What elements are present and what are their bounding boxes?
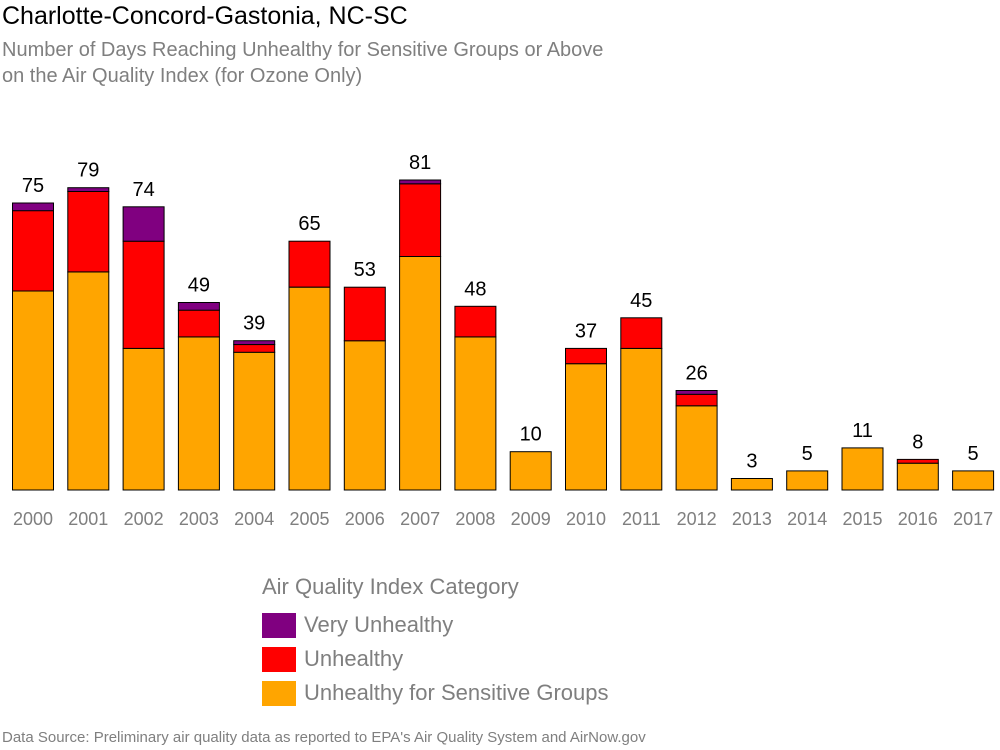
total-label-2012: 26 — [685, 363, 707, 385]
bar-segment-2004-unhealthy-for-sensitive-groups — [233, 351, 276, 491]
total-label-2016: 8 — [912, 431, 923, 453]
bar-segment-2001-unhealthy — [67, 191, 110, 273]
total-label-2010: 37 — [575, 320, 597, 342]
bar-segment-2009-unhealthy-for-sensitive-groups — [509, 451, 552, 491]
x-tick-label-2002: 2002 — [124, 509, 164, 529]
bar-segment-2016-unhealthy-for-sensitive-groups — [896, 462, 939, 491]
bar-segment-2015-unhealthy-for-sensitive-groups — [841, 447, 884, 491]
bar-segment-2008-unhealthy-for-sensitive-groups — [454, 336, 497, 491]
subtitle-line-1: Number of Days Reaching Unhealthy for Se… — [2, 39, 604, 61]
legend-item-unhealthy: Unhealthy — [262, 642, 609, 676]
bar-segment-2012-unhealthy-for-sensitive-groups — [675, 405, 718, 491]
total-label-2006: 53 — [354, 259, 376, 281]
bar-segment-2007-unhealthy-for-sensitive-groups — [399, 256, 442, 491]
bar-group — [12, 179, 995, 491]
bar-segment-2000-unhealthy-for-sensitive-groups — [12, 290, 54, 491]
x-tick-label-2003: 2003 — [179, 509, 219, 529]
legend-item-very-unhealthy: Very Unhealthy — [262, 608, 609, 642]
total-label-2008: 48 — [464, 278, 486, 300]
total-label-2014: 5 — [802, 443, 813, 465]
x-tick-label-2005: 2005 — [289, 509, 329, 529]
total-label-2004: 39 — [243, 313, 265, 335]
x-tick-label-2001: 2001 — [68, 509, 108, 529]
total-label-2011: 45 — [630, 290, 652, 312]
bar-segment-2005-unhealthy-for-sensitive-groups — [288, 286, 331, 491]
subtitle-line-2: on the Air Quality Index (for Ozone Only… — [2, 65, 363, 87]
chart-title: Charlotte-Concord-Gastonia, NC-SC — [2, 2, 408, 30]
bar-segment-2008-unhealthy — [454, 305, 497, 338]
legend-label-unhealthy-sensitive: Unhealthy for Sensitive Groups — [304, 680, 609, 705]
x-tick-label-2014: 2014 — [787, 509, 827, 529]
bar-segment-2016-unhealthy — [896, 458, 939, 464]
total-label-2015: 11 — [852, 420, 873, 442]
bar-segment-2014-unhealthy-for-sensitive-groups — [786, 470, 829, 491]
bar-segment-2003-unhealthy — [177, 309, 220, 338]
total-label-group: 75 79 74 49 39 65 53 81 48 10 37 45 26 3 5 11 8 5 — [22, 152, 979, 473]
legend-title: Air Quality Index Category — [262, 574, 519, 599]
bar-segment-2006-unhealthy-for-sensitive-groups — [343, 340, 386, 491]
bar-segment-2012-very-unhealthy — [675, 390, 718, 395]
x-tick-label-2015: 2015 — [842, 509, 882, 529]
bar-segment-2002-very-unhealthy — [122, 206, 165, 242]
bar-segment-2005-unhealthy — [288, 240, 331, 288]
total-label-2017: 5 — [968, 443, 979, 465]
total-label-2000: 75 — [22, 175, 44, 197]
total-label-2001: 79 — [77, 160, 99, 182]
total-label-2009: 10 — [520, 424, 542, 446]
bar-segment-2012-unhealthy — [675, 393, 718, 407]
x-tick-label-2011: 2011 — [622, 509, 661, 529]
x-tick-label-2016: 2016 — [898, 509, 938, 529]
total-label-2013: 3 — [746, 451, 757, 473]
data-source-note: Data Source: Preliminary air quality dat… — [2, 729, 646, 746]
bar-segment-2001-unhealthy-for-sensitive-groups — [67, 271, 110, 491]
legend-swatch-very-unhealthy — [262, 612, 296, 638]
bar-segment-2001-very-unhealthy — [67, 187, 110, 192]
total-label-2007: 81 — [409, 152, 431, 174]
x-tick-label-2017: 2017 — [953, 509, 993, 529]
legend-item-unhealthy-sensitive: Unhealthy for Sensitive Groups — [262, 676, 609, 710]
chart-subtitle: Number of Days Reaching Unhealthy for Se… — [2, 37, 603, 89]
bar-segment-2003-unhealthy-for-sensitive-groups — [177, 336, 220, 491]
bar-segment-2004-unhealthy — [233, 344, 276, 353]
x-tick-label-2009: 2009 — [511, 509, 551, 529]
bar-segment-2010-unhealthy — [565, 347, 607, 365]
bar-segment-2011-unhealthy-for-sensitive-groups — [620, 347, 663, 491]
legend-swatch-unhealthy — [262, 646, 296, 672]
bar-segment-2006-unhealthy — [343, 286, 386, 342]
bar-segment-2002-unhealthy-for-sensitive-groups — [122, 347, 165, 491]
legend: Air Quality Index Category Very Unhealth… — [262, 574, 609, 710]
x-tick-label-2010: 2010 — [566, 509, 606, 529]
bar-segment-2003-very-unhealthy — [177, 302, 220, 311]
bar-segment-2000-very-unhealthy — [12, 202, 54, 212]
total-label-2002: 74 — [132, 179, 154, 201]
bar-segment-2007-unhealthy — [399, 183, 442, 257]
x-tick-label-2008: 2008 — [455, 509, 495, 529]
x-tick-label-2007: 2007 — [400, 509, 440, 529]
bar-segment-2010-unhealthy-for-sensitive-groups — [565, 363, 607, 491]
bar-segment-2000-unhealthy — [12, 210, 54, 292]
x-tick-label-2013: 2013 — [732, 509, 772, 529]
x-tick-label-2012: 2012 — [677, 509, 717, 529]
bar-segment-2002-unhealthy — [122, 240, 165, 349]
x-tick-label-2006: 2006 — [345, 509, 385, 529]
bar-segment-2011-unhealthy — [620, 317, 663, 349]
legend-label-very-unhealthy: Very Unhealthy — [304, 612, 454, 637]
x-tick-label-2004: 2004 — [234, 509, 274, 529]
bar-segment-2004-very-unhealthy — [233, 340, 276, 346]
x-tick-label-2000: 2000 — [13, 509, 53, 529]
bar-segment-2007-very-unhealthy — [399, 179, 442, 185]
legend-swatch-unhealthy-sensitive — [262, 680, 296, 706]
total-label-2005: 65 — [298, 213, 320, 235]
legend-label-unhealthy: Unhealthy — [304, 646, 404, 671]
total-label-2003: 49 — [188, 275, 210, 297]
x-tick-label-group: 2000 2001 2002 2003 2004 2005 2006 2007 2008 2009… — [13, 509, 993, 529]
bar-segment-2013-unhealthy-for-sensitive-groups — [730, 478, 773, 491]
bar-segment-2017-unhealthy-for-sensitive-groups — [952, 470, 995, 491]
